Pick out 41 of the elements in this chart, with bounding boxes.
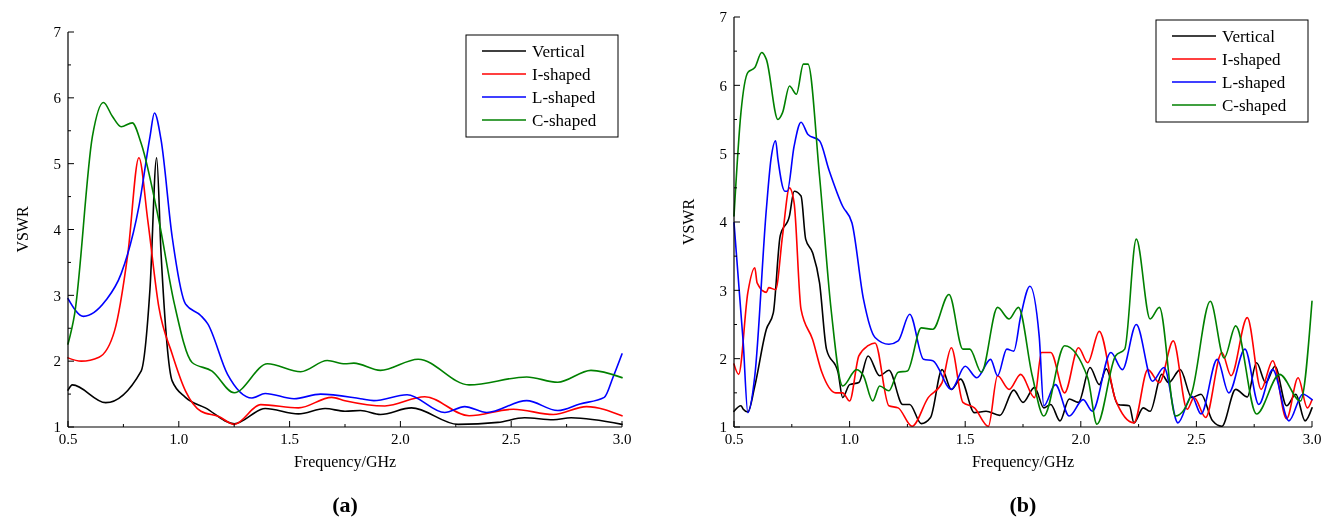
- x-axis-title: Frequency/GHz: [293, 453, 397, 471]
- y-tick-label: 4: [53, 221, 62, 238]
- x-axis-title: Frequency/GHz: [971, 453, 1075, 471]
- legend-label: I-shaped: [532, 64, 592, 84]
- text: (b): [1009, 492, 1037, 517]
- legend-label: L-shaped: [532, 87, 596, 107]
- y-tick-label: 7: [53, 24, 62, 41]
- y-tick-label: 2: [719, 350, 727, 367]
- x-tick-label: 3.0: [612, 431, 632, 447]
- x-tick-label: 2.5: [501, 431, 521, 447]
- legend-label: Vertical: [532, 41, 586, 61]
- y-tick-label: 3: [53, 287, 61, 304]
- x-tick-label: 2.5: [1187, 431, 1206, 447]
- x-tick-label: 0.5: [58, 431, 78, 447]
- x-tick-label: 2.0: [1071, 431, 1091, 447]
- legend-label: Vertical: [1222, 26, 1276, 46]
- y-tick-label: 1: [719, 419, 727, 436]
- legend-label: C-shaped: [532, 110, 597, 130]
- x-tick-label: 1.0: [840, 431, 859, 447]
- x-tick-label: 1.5: [955, 431, 975, 447]
- x-tick-label: 3.0: [1302, 431, 1322, 447]
- legend-label: L-shaped: [1222, 72, 1286, 92]
- y-tick-label: 2: [53, 353, 61, 370]
- line-series: [733, 121, 1313, 424]
- y-tick-label: 7: [719, 9, 728, 26]
- y-axis-title: VSWR: [14, 206, 31, 253]
- text: (a): [332, 492, 358, 517]
- x-tick-label: 0.5: [724, 431, 744, 447]
- x-tick-label: 1.5: [280, 431, 299, 447]
- y-tick-label: 4: [719, 214, 728, 231]
- y-axis-title: VSWR: [680, 198, 697, 246]
- y-tick-label: 1: [53, 419, 61, 436]
- y-tick-label: 5: [53, 155, 61, 172]
- y-tick-label: 5: [719, 145, 727, 162]
- y-tick-label: 3: [719, 282, 727, 299]
- y-tick-label: 6: [53, 90, 62, 107]
- legend-label: I-shaped: [1222, 49, 1282, 69]
- x-tick-label: 1.0: [169, 431, 189, 447]
- y-tick-label: 6: [719, 77, 728, 94]
- legend-label: C-shaped: [1222, 95, 1287, 115]
- x-tick-label: 2.0: [391, 431, 410, 447]
